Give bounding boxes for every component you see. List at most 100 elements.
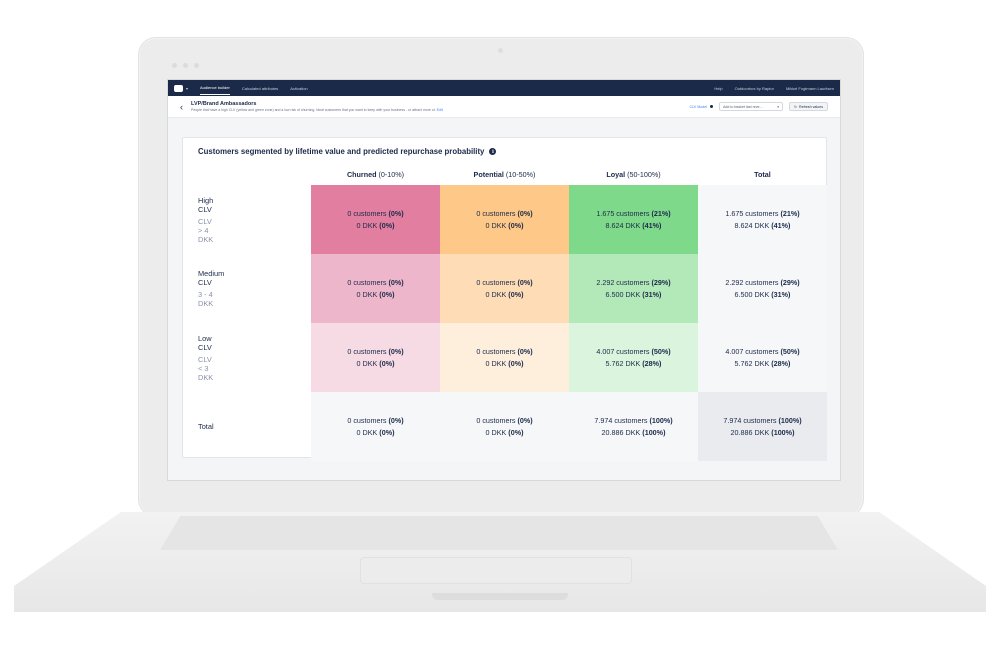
segment-cell[interactable]: 1.675 customers (21%) 8.624 DKK (41%) <box>698 185 827 254</box>
revenue-amount: 20.886 DKK <box>601 427 641 437</box>
info-icon[interactable] <box>710 105 713 108</box>
revenue-value: 0 DKK (0%) <box>486 358 524 370</box>
segment-cell[interactable]: 2.292 customers (29%) 6.500 DKK (31%) <box>569 254 698 323</box>
revenue-amount: 0 DKK <box>356 289 378 299</box>
revenue-value: 6.500 DKK (31%) <box>606 289 662 301</box>
revenue-value: 0 DKK (0%) <box>357 289 395 301</box>
customer-count: 2.292 customers (29%) <box>596 277 670 289</box>
nav-activation[interactable]: Activation <box>290 85 308 91</box>
column-name: Loyal <box>606 170 626 179</box>
segment-cell[interactable]: 0 customers (0%) 0 DKK (0%) <box>440 185 569 254</box>
segment-cell[interactable]: 1.675 customers (21%) 8.624 DKK (41%) <box>569 185 698 254</box>
segment-cell[interactable]: 7.974 customers (100%) 20.886 DKK (100%) <box>569 392 698 461</box>
row-label: High CLV CLV > 4 DKK <box>198 185 213 254</box>
revenue-amount: 0 DKK <box>485 220 507 230</box>
revenue-value: 5.762 DKK (28%) <box>735 358 791 370</box>
revenue-amount: 0 DKK <box>485 358 507 368</box>
customer-count-value: 0 customers <box>347 415 387 425</box>
refresh-values-button[interactable]: ↻ Refresh values <box>789 102 828 111</box>
revenue-amount: 0 DKK <box>356 220 378 230</box>
nav-audience-builder[interactable]: Audience builder <box>200 81 230 95</box>
row-label-range: CLV > 4 DKK <box>198 216 214 244</box>
customer-count-percent: (100%) <box>649 415 673 425</box>
revenue-value: 6.500 DKK (31%) <box>735 289 791 301</box>
revenue-percent: (0%) <box>508 289 524 299</box>
row-label-range: CLV < 3 DKK <box>198 354 214 382</box>
customer-count: 0 customers (0%) <box>347 277 403 289</box>
segment-cell[interactable]: 7.974 customers (100%) 20.886 DKK (100%) <box>698 392 827 461</box>
info-icon[interactable]: i <box>489 148 497 155</box>
revenue-amount: 0 DKK <box>485 427 507 437</box>
revenue-value: 8.624 DKK (41%) <box>735 220 791 232</box>
customer-count-percent: (0%) <box>388 208 404 218</box>
customer-count-percent: (0%) <box>388 415 404 425</box>
column-header: Potential (10-50%) <box>440 164 569 185</box>
column-range: (10-50%) <box>503 170 536 179</box>
revenue-value: 8.624 DKK (41%) <box>606 220 662 232</box>
revenue-value: 0 DKK (0%) <box>357 220 395 232</box>
segment-cell[interactable]: 4.007 customers (50%) 5.762 DKK (28%) <box>569 323 698 392</box>
customer-count-value: 0 customers <box>476 277 516 287</box>
customer-count-value: 0 customers <box>347 208 387 218</box>
row-label: Medium CLV 3 - 4 DKK <box>198 254 224 323</box>
revenue-percent: (28%) <box>642 358 662 368</box>
revenue-amount: 8.624 DKK <box>605 220 641 230</box>
nav-user-menu[interactable]: Mikkel Fogtmann Lauritsen <box>785 85 834 91</box>
window-dot <box>183 63 188 68</box>
revenue-value: 0 DKK (0%) <box>357 427 395 439</box>
segment-cell[interactable]: 0 customers (0%) 0 DKK (0%) <box>311 392 440 461</box>
revenue-percent: (0%) <box>379 289 395 299</box>
clv-model-select[interactable]: Add to basket last reve... ▾ <box>719 102 783 111</box>
customer-count-percent: (0%) <box>388 277 404 287</box>
customer-count: 0 customers (0%) <box>476 346 532 358</box>
segment-cell[interactable]: 0 customers (0%) 0 DKK (0%) <box>311 254 440 323</box>
logo-icon[interactable] <box>174 84 183 92</box>
segment-cell[interactable]: 0 customers (0%) 0 DKK (0%) <box>311 323 440 392</box>
segment-cell[interactable]: 0 customers (0%) 0 DKK (0%) <box>311 185 440 254</box>
nav-calculated-attributes[interactable]: Calculated attributes <box>241 85 279 91</box>
customer-count-value: 2.292 customers <box>725 277 779 287</box>
customer-count: 7.974 customers (100%) <box>723 415 801 427</box>
chevron-down-icon[interactable]: ▾ <box>186 85 189 91</box>
revenue-amount: 0 DKK <box>356 427 378 437</box>
customer-count-value: 2.292 customers <box>596 277 650 287</box>
customer-count-value: 0 customers <box>476 208 516 218</box>
revenue-amount: 5.762 DKK <box>734 358 770 368</box>
customer-count: 0 customers (0%) <box>476 415 532 427</box>
customer-count-value: 1.675 customers <box>725 208 779 218</box>
customer-count-percent: (29%) <box>651 277 671 287</box>
revenue-percent: (0%) <box>379 427 395 437</box>
revenue-percent: (100%) <box>642 427 666 437</box>
column-range: (0-10%) <box>376 170 405 179</box>
row-label-range: 3 - 4 DKK <box>198 290 214 308</box>
customer-count: 1.675 customers (21%) <box>725 208 799 220</box>
camera-icon <box>498 48 503 53</box>
row-label: Total <box>198 392 214 461</box>
revenue-value: 20.886 DKK (100%) <box>602 427 666 439</box>
customer-count: 0 customers (0%) <box>347 415 403 427</box>
app-screen: ▾ Audience builder Calculated attributes… <box>167 79 841 481</box>
row-label-name: Low CLV <box>198 333 212 352</box>
customer-count: 0 customers (0%) <box>476 208 532 220</box>
customer-count-value: 0 customers <box>347 346 387 356</box>
chevron-down-icon: ▾ <box>777 104 779 109</box>
segment-cell[interactable]: 0 customers (0%) 0 DKK (0%) <box>440 323 569 392</box>
segment-cell[interactable]: 4.007 customers (50%) 5.762 DKK (28%) <box>698 323 827 392</box>
customer-count-percent: (21%) <box>780 208 800 218</box>
nav-help[interactable]: Help <box>714 85 723 91</box>
customer-count-percent: (0%) <box>517 208 533 218</box>
column-header: Total <box>698 164 827 185</box>
segment-cell[interactable]: 0 customers (0%) 0 DKK (0%) <box>440 254 569 323</box>
revenue-amount: 5.762 DKK <box>605 358 641 368</box>
segment-cell[interactable]: 0 customers (0%) 0 DKK (0%) <box>440 392 569 461</box>
revenue-percent: (0%) <box>508 220 524 230</box>
nav-account[interactable]: Outdoorbox by Raptor <box>734 85 774 91</box>
edit-link[interactable]: Edit <box>436 108 443 112</box>
segment-cell[interactable]: 2.292 customers (29%) 6.500 DKK (31%) <box>698 254 827 323</box>
revenue-percent: (28%) <box>771 358 791 368</box>
back-arrow-icon[interactable]: ‹ <box>180 101 183 112</box>
customer-count-value: 0 customers <box>476 346 516 356</box>
window-dot <box>172 63 177 68</box>
revenue-amount: 0 DKK <box>485 289 507 299</box>
customer-count-percent: (50%) <box>780 346 800 356</box>
